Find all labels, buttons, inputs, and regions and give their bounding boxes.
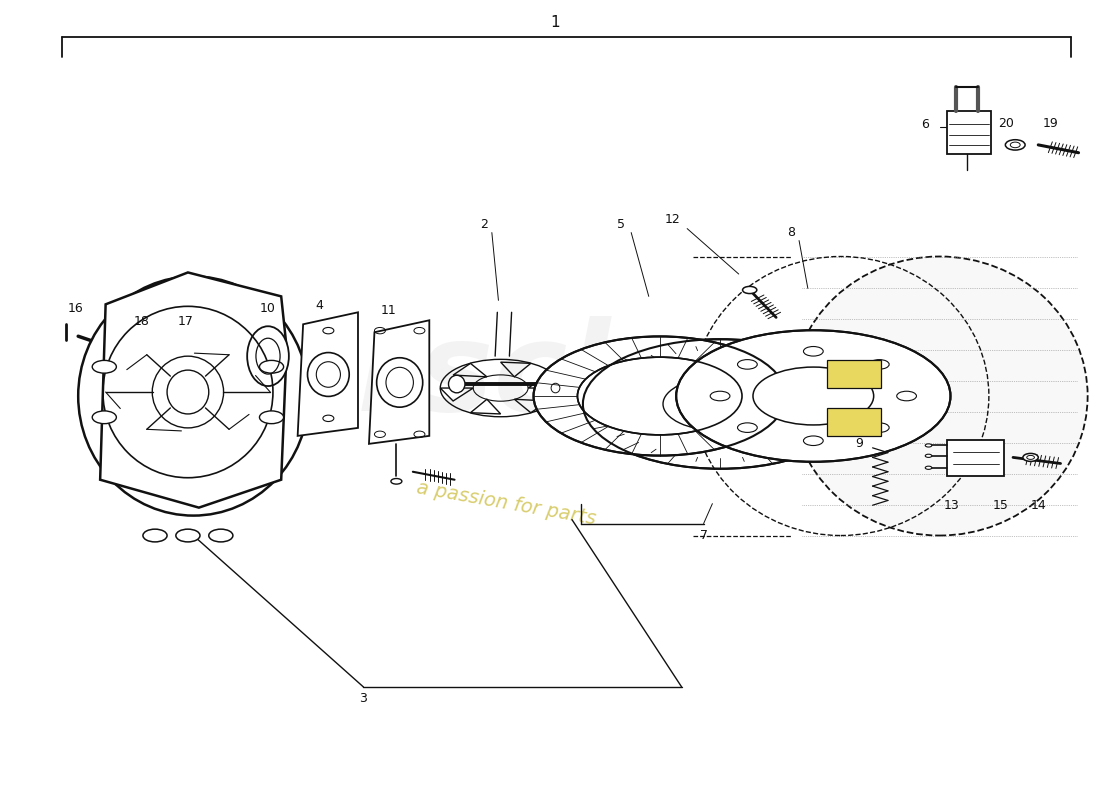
Text: 17: 17 [178,315,194,328]
Text: 2: 2 [481,218,488,231]
Ellipse shape [869,360,889,369]
Ellipse shape [390,478,402,484]
Ellipse shape [791,257,1088,535]
Ellipse shape [92,360,117,373]
Ellipse shape [143,529,167,542]
Text: 19: 19 [1043,117,1058,130]
Text: 7: 7 [700,529,707,542]
Polygon shape [298,312,358,436]
Text: 16: 16 [68,302,84,315]
Ellipse shape [546,378,565,398]
Text: 9: 9 [856,438,864,450]
Ellipse shape [534,337,785,456]
Text: 15: 15 [993,498,1009,512]
Ellipse shape [92,411,117,424]
Ellipse shape [676,330,950,462]
Ellipse shape [260,411,284,424]
Ellipse shape [449,375,465,393]
Text: 8: 8 [788,226,795,239]
Ellipse shape [1023,454,1038,462]
Polygon shape [947,110,991,154]
Text: 18: 18 [134,315,150,328]
Ellipse shape [308,353,349,397]
Ellipse shape [925,466,932,470]
Text: 12: 12 [666,214,681,226]
Text: porsche: porsche [183,315,741,437]
Ellipse shape [803,436,823,446]
Polygon shape [100,273,287,508]
Ellipse shape [209,529,233,542]
Text: 11: 11 [381,304,397,318]
Ellipse shape [248,326,289,386]
Text: a passion for parts: a passion for parts [415,478,597,529]
Ellipse shape [925,454,932,458]
Text: 13: 13 [944,498,959,512]
Ellipse shape [563,377,576,391]
Ellipse shape [78,277,309,515]
Ellipse shape [711,391,730,401]
Text: 5: 5 [617,218,625,231]
Text: 20: 20 [999,117,1014,130]
Ellipse shape [869,423,889,433]
Ellipse shape [803,346,823,356]
Polygon shape [368,320,429,444]
Ellipse shape [376,358,422,407]
Ellipse shape [1005,140,1025,150]
FancyBboxPatch shape [826,408,881,436]
Ellipse shape [260,360,284,373]
Ellipse shape [754,367,873,425]
Ellipse shape [176,529,200,542]
Ellipse shape [578,357,742,435]
Text: 6: 6 [922,118,930,131]
Text: 3: 3 [360,693,367,706]
FancyBboxPatch shape [947,440,1004,476]
Text: 10: 10 [260,302,276,315]
Ellipse shape [737,423,757,433]
Ellipse shape [742,286,757,294]
Ellipse shape [925,444,932,447]
Ellipse shape [896,391,916,401]
Text: 4: 4 [316,299,323,313]
FancyBboxPatch shape [826,360,881,388]
Ellipse shape [583,339,857,469]
Text: 1: 1 [551,15,560,30]
Ellipse shape [737,360,757,369]
Text: 14: 14 [1031,498,1046,512]
